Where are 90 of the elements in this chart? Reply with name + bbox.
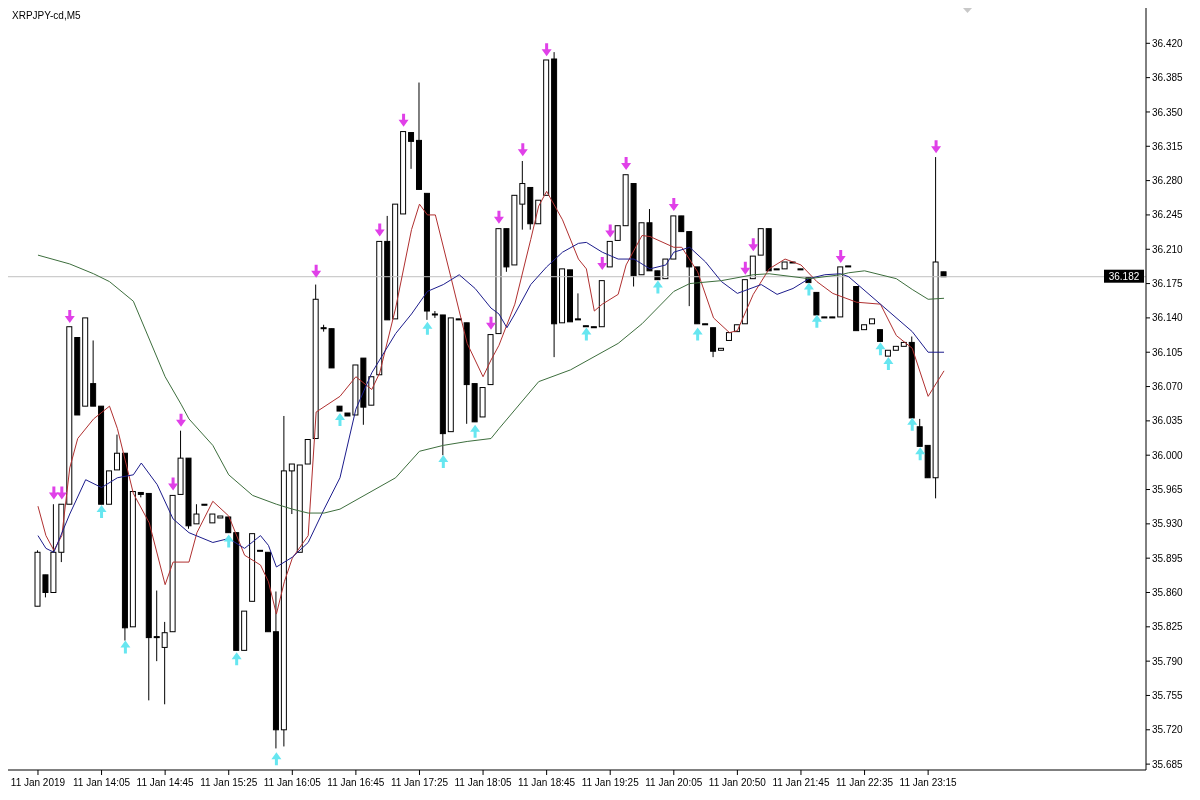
point [875,342,886,356]
point [48,486,59,500]
y-tick-label: 35.860 [1152,587,1184,599]
point [311,264,322,278]
point [422,321,433,335]
point [748,238,759,252]
line-series [37,190,945,615]
point [470,424,481,438]
x-tick-label: 11 Jan 17:25 [390,777,449,788]
point [668,198,679,212]
y-tick-label: 35.685 [1152,758,1184,770]
ref-line-label: 36.182 [1108,270,1140,282]
x-tick-label: 11 Jan 20:05 [645,777,703,788]
point [374,223,385,237]
point [96,505,107,519]
point [398,113,409,127]
point [334,412,345,426]
x-tick-label: 11 Jan 14:45 [136,777,195,788]
point [493,210,504,224]
point [271,752,282,766]
candlestick [574,292,581,321]
y-tick-label: 35.720 [1152,724,1184,736]
x-tick-label: 11 Jan 16:05 [263,777,322,788]
point [883,357,894,371]
point [541,43,552,57]
point [915,447,926,461]
y-tick-label: 36.210 [1152,243,1184,255]
line-series [37,241,945,568]
candlestick [710,327,717,358]
y-tick-label: 35.790 [1152,655,1184,667]
y-tick-label: 36.385 [1152,72,1184,84]
point [176,413,187,427]
x-tick-label: 11 Jan 23:15 [899,777,958,788]
y-tick-label: 36.420 [1152,37,1184,49]
x-tick-label: 11 Jan 16:45 [327,777,385,788]
point [621,156,632,170]
candlestick [916,418,923,447]
y-tick-label: 36.175 [1152,278,1184,290]
point [438,455,449,469]
candlestick [153,590,160,662]
candlestick [288,463,295,515]
x-tick-label: 11 Jan 20:50 [708,777,767,788]
y-tick-label: 35.895 [1152,552,1184,564]
point [740,261,751,275]
point [803,282,814,296]
point [835,250,846,264]
point [652,280,663,294]
point [597,256,608,270]
x-tick-label: 11 Jan 18:05 [454,777,513,788]
candlestick [408,132,415,170]
point [64,309,75,323]
y-tick-label: 36.350 [1152,106,1184,118]
x-tick-label: 11 Jan 14:05 [73,777,131,788]
x-tick-label: 11 Jan 15:25 [200,777,258,788]
point [581,327,592,341]
point [692,327,703,341]
x-tick-label: 11 Jan 22:35 [836,777,894,788]
candlestick [113,434,120,471]
y-tick-label: 36.035 [1152,415,1184,427]
point [486,316,496,330]
x-tick-label: 11 Jan 18:45 [518,777,576,788]
point [811,314,822,328]
y-tick-label: 35.825 [1152,621,1184,633]
x-tick-label: 11 Jan 2019 [10,777,66,788]
y-tick-label: 35.755 [1152,690,1184,702]
y-tick-label: 36.070 [1152,381,1184,393]
y-tick-label: 36.245 [1152,209,1184,221]
y-tick-label: 36.105 [1152,346,1184,358]
point [168,477,179,491]
line-series [37,254,945,514]
x-tick-label: 11 Jan 21:45 [772,777,830,788]
candlestick [431,310,438,319]
point [605,224,616,238]
point [120,640,131,654]
y-tick-label: 35.930 [1152,518,1184,530]
point [931,140,942,154]
point [907,417,918,431]
candlestick [161,621,168,705]
y-tick-label: 36.140 [1152,312,1184,324]
y-tick-label: 35.965 [1152,484,1184,496]
point [231,652,242,666]
candlestick [90,339,97,407]
y-tick-label: 36.000 [1152,449,1184,461]
y-tick-label: 36.315 [1152,140,1184,152]
point [56,486,67,500]
y-tick-label: 36.280 [1152,175,1184,187]
chart-title: XRPJPY-cd,M5 [12,10,81,21]
point [517,143,528,157]
point [223,534,234,548]
x-tick-label: 11 Jan 19:25 [581,777,640,788]
